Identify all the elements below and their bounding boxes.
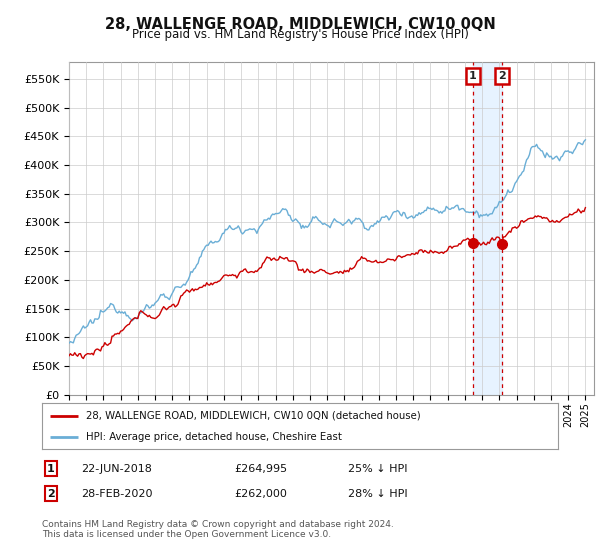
Text: Price paid vs. HM Land Registry's House Price Index (HPI): Price paid vs. HM Land Registry's House … (131, 28, 469, 41)
Text: HPI: Average price, detached house, Cheshire East: HPI: Average price, detached house, Ches… (86, 432, 342, 442)
Text: Contains HM Land Registry data © Crown copyright and database right 2024.
This d: Contains HM Land Registry data © Crown c… (42, 520, 394, 539)
Text: 1: 1 (47, 464, 55, 474)
Text: 2: 2 (498, 71, 506, 81)
Text: 2: 2 (47, 489, 55, 499)
Text: 28% ↓ HPI: 28% ↓ HPI (348, 489, 407, 499)
Text: 28-FEB-2020: 28-FEB-2020 (81, 489, 152, 499)
Text: 1: 1 (469, 71, 477, 81)
Text: 28, WALLENGE ROAD, MIDDLEWICH, CW10 0QN (detached house): 28, WALLENGE ROAD, MIDDLEWICH, CW10 0QN … (86, 410, 421, 421)
Text: £262,000: £262,000 (234, 489, 287, 499)
Text: 22-JUN-2018: 22-JUN-2018 (81, 464, 152, 474)
Text: 28, WALLENGE ROAD, MIDDLEWICH, CW10 0QN: 28, WALLENGE ROAD, MIDDLEWICH, CW10 0QN (104, 17, 496, 32)
Text: £264,995: £264,995 (234, 464, 287, 474)
Text: 25% ↓ HPI: 25% ↓ HPI (348, 464, 407, 474)
Bar (473, 62, 502, 395)
